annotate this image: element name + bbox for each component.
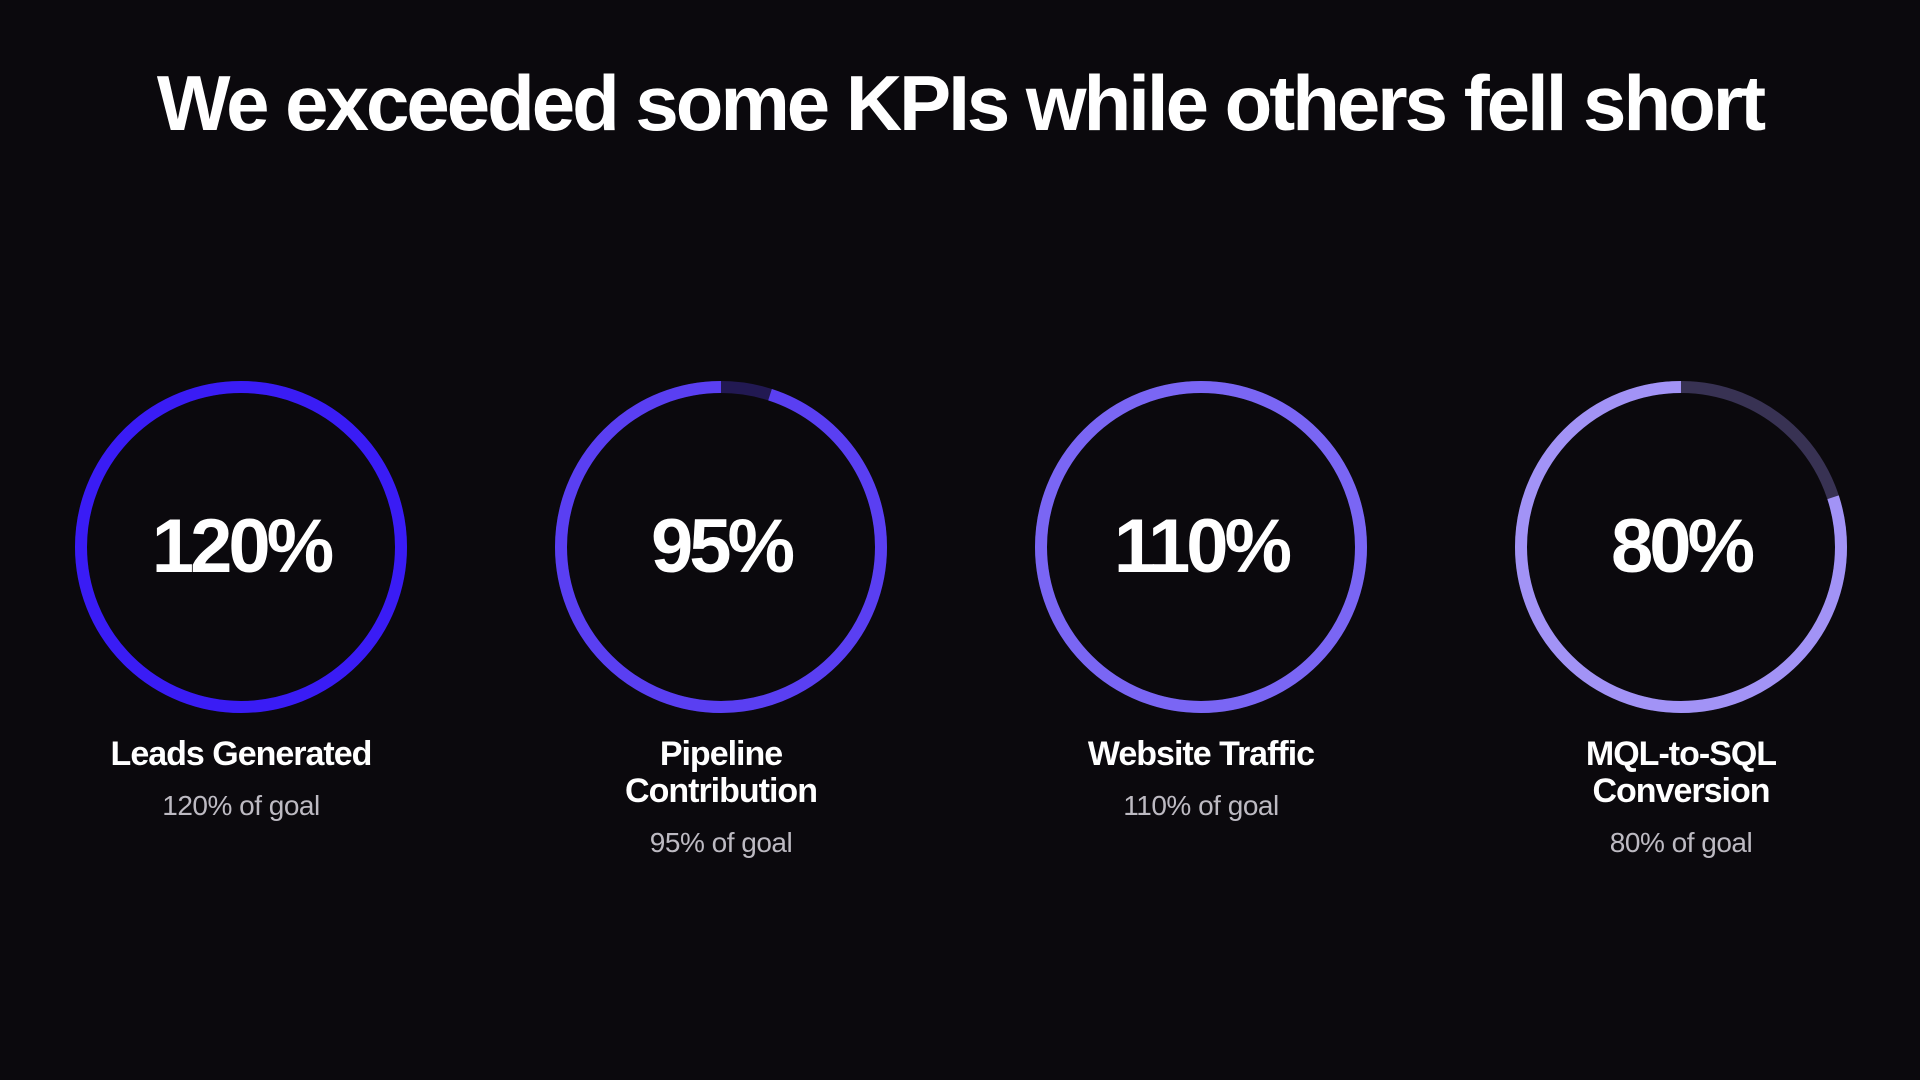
kpi-row: 120% Leads Generated 120% of goal 95% Pi… xyxy=(0,380,1920,900)
progress-ring: 120% xyxy=(74,380,408,714)
kpi-label-line: Leads Generated xyxy=(110,735,373,773)
kpi-value: 95% xyxy=(650,504,795,589)
kpi-label: Pipeline Contribution xyxy=(511,736,931,810)
kpi-value: 110% xyxy=(1113,504,1292,589)
kpi-label: Website Traffic xyxy=(991,736,1411,773)
kpi-card: 80% MQL-to-SQL Conversion 80% of goal xyxy=(1471,380,1891,860)
progress-ring-arc xyxy=(1515,381,1847,713)
kpi-card: 120% Leads Generated 120% of goal xyxy=(31,380,451,823)
kpi-caption: 80% of goal xyxy=(1609,827,1753,858)
progress-ring-arc xyxy=(1035,381,1367,713)
kpi-value: 120% xyxy=(151,504,334,589)
slide-title: We exceeded some KPIs while others fell … xyxy=(156,59,1766,147)
progress-ring-graphic xyxy=(1515,381,1847,713)
kpi-label-line: Conversion xyxy=(1592,772,1770,810)
kpi-card: 110% Website Traffic 110% of goal xyxy=(991,380,1411,823)
kpi-caption: 120% of goal xyxy=(162,790,320,821)
kpi-caption: 95% of goal xyxy=(649,827,793,858)
progress-ring-graphic xyxy=(1035,381,1367,713)
progress-ring: 80% xyxy=(1514,380,1848,714)
kpi-label-line: MQL-to-SQL xyxy=(1585,735,1777,773)
progress-ring: 110% xyxy=(1034,380,1368,714)
progress-ring-arc xyxy=(75,381,407,713)
progress-ring-graphic xyxy=(75,381,407,713)
progress-ring: 95% xyxy=(554,380,888,714)
progress-ring-graphic xyxy=(555,381,887,713)
kpi-caption: 110% of goal xyxy=(1123,790,1279,821)
progress-ring-arc xyxy=(555,381,887,713)
kpi-label-line: Contribution xyxy=(625,772,818,810)
kpi-label: Leads Generated xyxy=(31,736,451,773)
kpi-label: MQL-to-SQL Conversion xyxy=(1471,736,1891,810)
kpi-label-line: Website Traffic xyxy=(1087,735,1315,773)
kpi-card: 95% Pipeline Contribution 95% of goal xyxy=(511,380,931,860)
kpi-label-line: Pipeline xyxy=(659,735,783,773)
kpi-value: 80% xyxy=(1610,504,1755,589)
